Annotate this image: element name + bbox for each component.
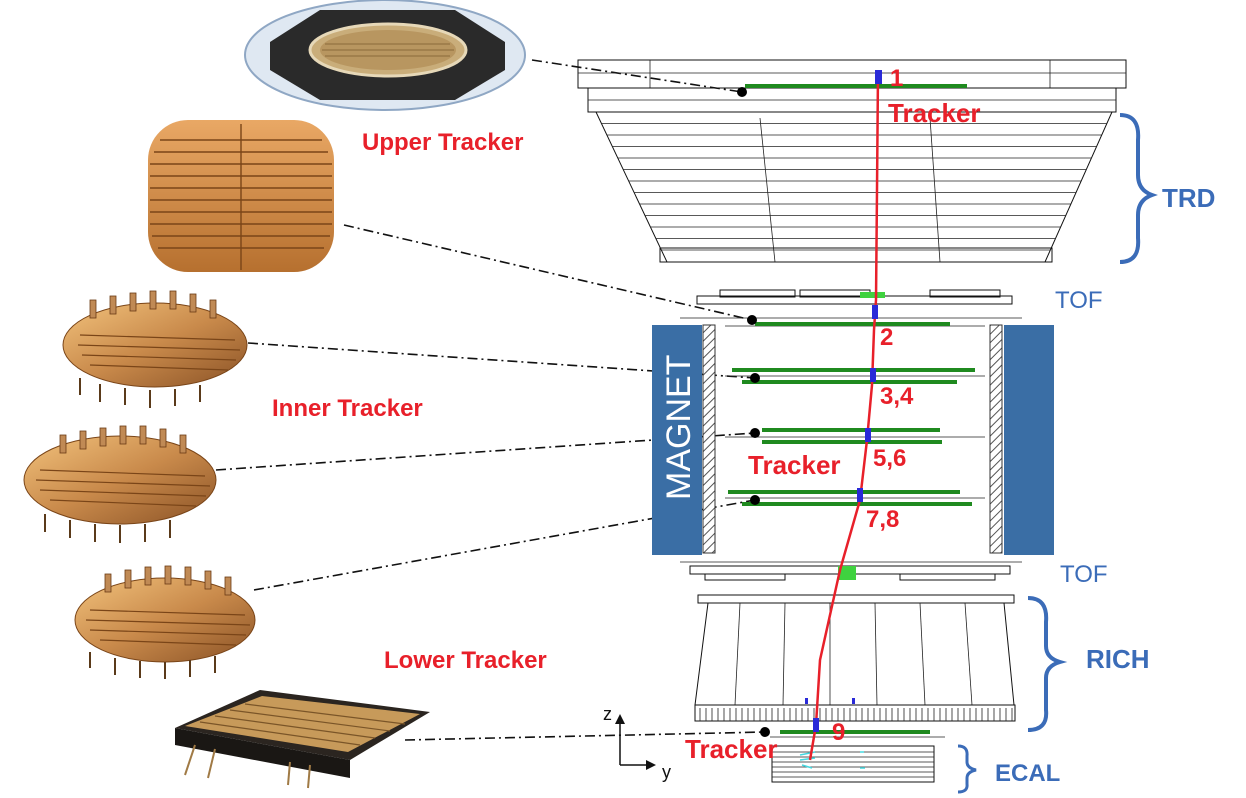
trd-label: TRD <box>1162 183 1215 213</box>
inner-tracker-planes <box>725 315 985 506</box>
upper-tof-structure <box>680 289 1022 319</box>
layer-2-label: 2 <box>880 324 893 351</box>
upper-tracker-disc-photo <box>148 120 334 272</box>
magnet-label: MAGNET <box>660 355 698 500</box>
tracker-bottom-label: Tracker <box>685 734 778 764</box>
layer-7-8-label: 7,8 <box>866 506 899 533</box>
inner-tracker-plane-photo-2 <box>23 425 217 543</box>
axis-z-label: z <box>603 704 612 724</box>
tracker-top-label: Tracker <box>888 98 981 128</box>
ecal-brace <box>957 744 977 794</box>
layer-5-6-label: 5,6 <box>873 445 906 472</box>
rich-label: RICH <box>1086 644 1150 674</box>
inner-tracker-plane-photo-3 <box>74 565 256 679</box>
rich-structure <box>694 594 1016 722</box>
axis-indicator <box>615 714 656 770</box>
rich-brace <box>1027 596 1068 732</box>
lower-tof-structure <box>680 561 1022 581</box>
layer-9-label: 9 <box>832 719 845 746</box>
ecal-label: ECAL <box>995 760 1060 787</box>
tracker-middle-label: Tracker <box>748 450 841 480</box>
layer-3-4-label: 3,4 <box>880 383 914 410</box>
upper-tracker-structure <box>577 59 1127 113</box>
layer-1-label: 1 <box>890 65 903 92</box>
inner-tracker-label: Inner Tracker <box>272 395 423 422</box>
magnet <box>652 324 1054 555</box>
tof-upper-label: TOF <box>1055 287 1103 314</box>
inner-tracker-plane-photo-1 <box>62 290 248 408</box>
tof-lower-label: TOF <box>1060 561 1108 588</box>
upper-tracker-photo <box>244 0 526 111</box>
trd-brace <box>1119 113 1158 264</box>
lower-tracker-label: Lower Tracker <box>384 647 547 674</box>
lower-tracker-photo <box>175 690 430 789</box>
trd-structure <box>595 111 1113 263</box>
axis-y-label: y <box>662 762 671 782</box>
lower-tracker-ecal-structure <box>760 727 945 783</box>
upper-tracker-label: Upper Tracker <box>362 129 523 156</box>
particle-track <box>808 70 882 761</box>
